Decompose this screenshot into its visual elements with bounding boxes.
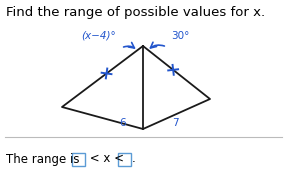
Text: 7: 7 [172, 118, 178, 128]
Text: Find the range of possible values for x.: Find the range of possible values for x. [6, 6, 265, 19]
Text: The range is: The range is [6, 153, 83, 166]
Bar [118, 153, 131, 166]
Text: .: . [132, 153, 136, 166]
Bar [72, 153, 85, 166]
Text: 6: 6 [120, 118, 126, 128]
Text: 30°: 30° [171, 31, 189, 41]
Text: < x <: < x < [86, 153, 128, 166]
Text: (x−4)°: (x−4)° [81, 31, 116, 41]
